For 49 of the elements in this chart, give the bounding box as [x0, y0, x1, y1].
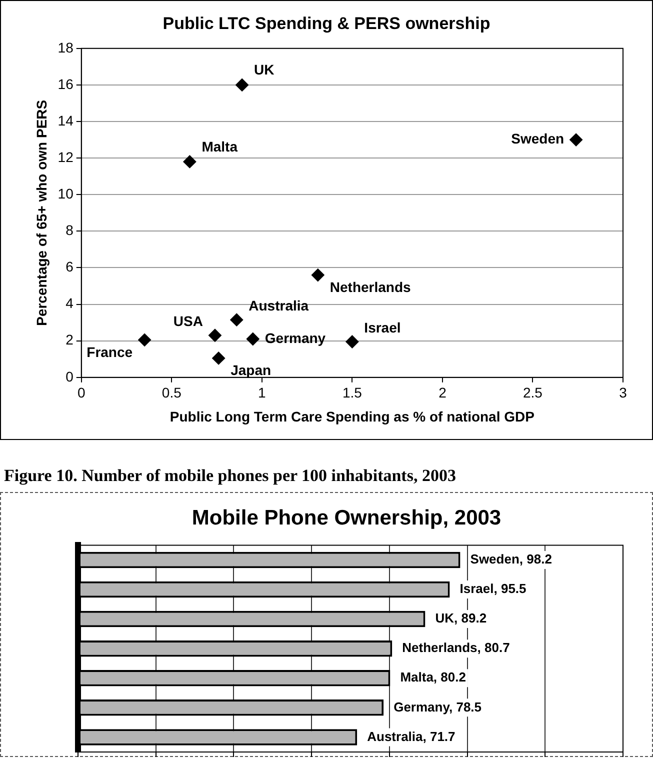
- series-label: France: [86, 344, 133, 360]
- y-tick-label: 0: [66, 368, 74, 384]
- y-tick-label: 6: [66, 258, 74, 275]
- y-axis-title: Percentage of 65+ who own PERS: [33, 100, 50, 326]
- y-tick-label: 10: [58, 185, 74, 202]
- x-axis-title: Public Long Term Care Spending as % of national GDP: [170, 408, 534, 424]
- data-label: UK, 89.2: [435, 610, 487, 626]
- x-tick-label: 3: [619, 384, 628, 401]
- point: [212, 352, 226, 365]
- data-label: Sweden, 98.2: [470, 552, 552, 567]
- series-label: USA: [173, 313, 203, 330]
- x-tick-label: 1: [258, 384, 266, 401]
- x-tick-label: 2.5: [522, 384, 543, 401]
- y-tick-label: 16: [58, 76, 74, 92]
- x-tick-label: 0: [77, 384, 86, 401]
- point: [346, 335, 359, 348]
- chart-title: Public LTC Spending & PERS ownership: [162, 14, 490, 33]
- point: [183, 155, 196, 168]
- point: [236, 78, 249, 92]
- y-tick-label: 12: [58, 148, 74, 165]
- caption: Figure 10. Number of mobile phones per 100 inhabitants, 2003: [4, 466, 457, 486]
- data-label: Israel, 95.5: [460, 581, 526, 596]
- series-label: Germany: [264, 330, 326, 346]
- series-label: Malta: [202, 138, 238, 154]
- series-label: UK: [254, 62, 274, 78]
- data-label: Australia, 71.7: [367, 728, 456, 744]
- point: [138, 333, 152, 346]
- point: [570, 133, 583, 146]
- y-tick-label: 18: [58, 39, 74, 56]
- x-tick-label: 0.5: [162, 384, 182, 401]
- y-tick-label: 4: [66, 295, 74, 312]
- point: [208, 328, 222, 342]
- point: [230, 313, 244, 326]
- point: [311, 268, 324, 282]
- data-label: Germany, 78.5: [394, 699, 482, 714]
- point: [246, 332, 260, 346]
- data-label: Netherlands, 80.7: [402, 640, 510, 656]
- data-label: Malta, 80.2: [400, 670, 466, 685]
- series-label: Australia: [248, 298, 309, 314]
- x-tick-label: 1.5: [342, 384, 362, 401]
- series-label: Sweden: [511, 130, 564, 147]
- y-tick-label: 2: [66, 332, 74, 348]
- chart-title: Mobile Phone Ownership, 2003: [192, 506, 502, 530]
- series-label: Israel: [364, 320, 401, 336]
- series-label: Netherlands: [330, 278, 412, 295]
- series-label: Japan: [230, 362, 272, 378]
- y-tick-label: 8: [66, 222, 74, 238]
- y-tick-label: 14: [58, 112, 74, 128]
- x-tick-label: 2: [438, 384, 447, 401]
